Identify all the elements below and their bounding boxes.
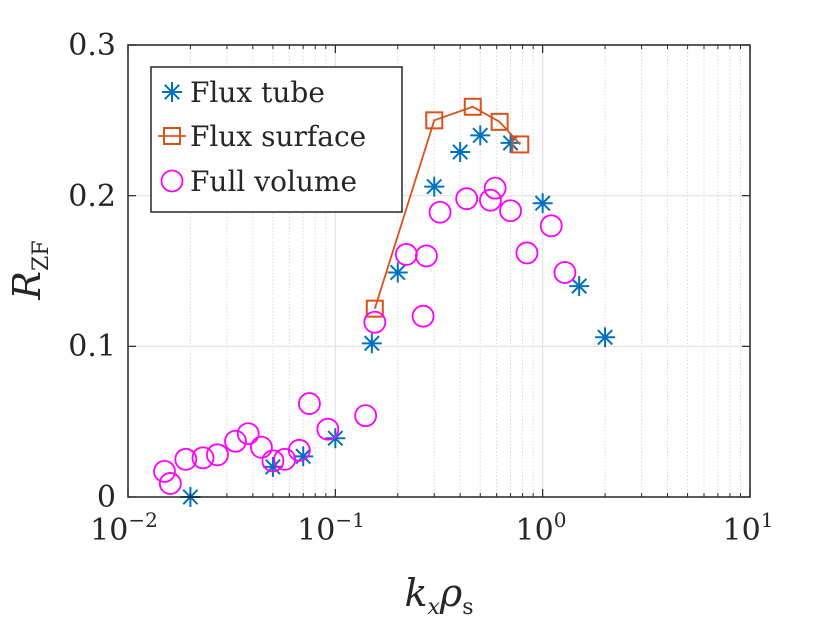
data-point bbox=[415, 244, 438, 268]
data-point bbox=[262, 456, 283, 477]
plot-frame bbox=[127, 44, 751, 498]
data-point bbox=[236, 422, 260, 446]
data-point bbox=[191, 446, 215, 470]
marker-stroke bbox=[265, 458, 281, 475]
legend: Flux tube Flux surface Full volume bbox=[150, 66, 403, 213]
legend-label: Flux surface bbox=[190, 120, 366, 153]
data-point bbox=[261, 449, 285, 473]
y-tick-label: 0 bbox=[97, 480, 116, 515]
marker-stroke bbox=[327, 430, 344, 447]
data-point bbox=[153, 459, 176, 483]
legend-box bbox=[150, 66, 403, 213]
marker-stroke bbox=[472, 127, 489, 144]
data-point bbox=[325, 428, 346, 449]
marker-stroke bbox=[452, 144, 469, 160]
data-point bbox=[365, 299, 384, 318]
data-point bbox=[158, 472, 182, 495]
marker-stroke bbox=[363, 335, 380, 352]
data-point bbox=[450, 141, 471, 162]
data-point bbox=[483, 176, 507, 200]
series-full-volume bbox=[153, 176, 577, 495]
x-tick-label: 10−1 bbox=[297, 508, 365, 548]
data-point bbox=[539, 214, 563, 238]
marker-stroke bbox=[534, 195, 551, 212]
data-point bbox=[354, 404, 378, 428]
legend-symbol bbox=[162, 82, 182, 102]
marker-stroke bbox=[571, 278, 588, 294]
data-point bbox=[455, 187, 479, 211]
y-tick-label: 0.1 bbox=[68, 329, 116, 364]
data-point bbox=[515, 241, 539, 265]
y-tick-label: 0.2 bbox=[68, 179, 116, 214]
x-axis-label: kxρs bbox=[404, 571, 473, 620]
marker-stroke bbox=[426, 178, 443, 195]
data-point bbox=[424, 176, 445, 197]
legend-marker-asterisk bbox=[162, 82, 182, 102]
data-point bbox=[511, 135, 530, 154]
data-point bbox=[411, 304, 435, 328]
marker-stroke bbox=[597, 329, 613, 346]
data-point bbox=[224, 429, 247, 453]
x-tick-label: 100 bbox=[516, 508, 567, 548]
tick-marks bbox=[127, 44, 751, 498]
legend-marker-square bbox=[158, 127, 186, 145]
marker-stroke bbox=[164, 84, 180, 100]
legend-label: Flux tube bbox=[190, 76, 325, 109]
data-point bbox=[250, 435, 273, 459]
data-point bbox=[206, 443, 229, 467]
data-point bbox=[532, 193, 553, 214]
data-point bbox=[316, 417, 340, 441]
legend-item-flux-tube: Flux tube bbox=[162, 76, 325, 109]
data-point bbox=[361, 333, 382, 354]
series-flux-surface bbox=[365, 97, 530, 318]
data-point bbox=[363, 310, 387, 334]
data-point bbox=[298, 392, 321, 415]
data-point bbox=[425, 111, 444, 130]
data-point bbox=[499, 199, 522, 223]
legend-marker-circle bbox=[160, 169, 184, 193]
data-point bbox=[595, 327, 616, 348]
legend-item-full-volume: Full volume bbox=[160, 165, 357, 198]
data-point bbox=[174, 447, 198, 471]
data-point bbox=[428, 200, 452, 224]
data-point bbox=[479, 188, 502, 212]
data-point bbox=[553, 261, 577, 284]
y-tick-label: 0.3 bbox=[68, 28, 116, 63]
x-tick-label: 10−2 bbox=[90, 508, 158, 548]
legend-symbol bbox=[160, 169, 184, 193]
data-point bbox=[463, 97, 482, 116]
legend-symbol bbox=[163, 127, 181, 145]
data-point bbox=[569, 276, 590, 297]
data-point bbox=[287, 438, 311, 462]
marker-stroke bbox=[389, 264, 406, 281]
x-tick-label: 101 bbox=[723, 508, 774, 548]
data-point bbox=[470, 125, 491, 146]
legend-item-flux-surface: Flux surface bbox=[158, 120, 366, 153]
data-point bbox=[387, 262, 408, 283]
data-point bbox=[490, 112, 509, 131]
data-point bbox=[293, 446, 314, 467]
legend-label: Full volume bbox=[190, 165, 357, 198]
y-axis-label: RZF bbox=[5, 240, 54, 300]
